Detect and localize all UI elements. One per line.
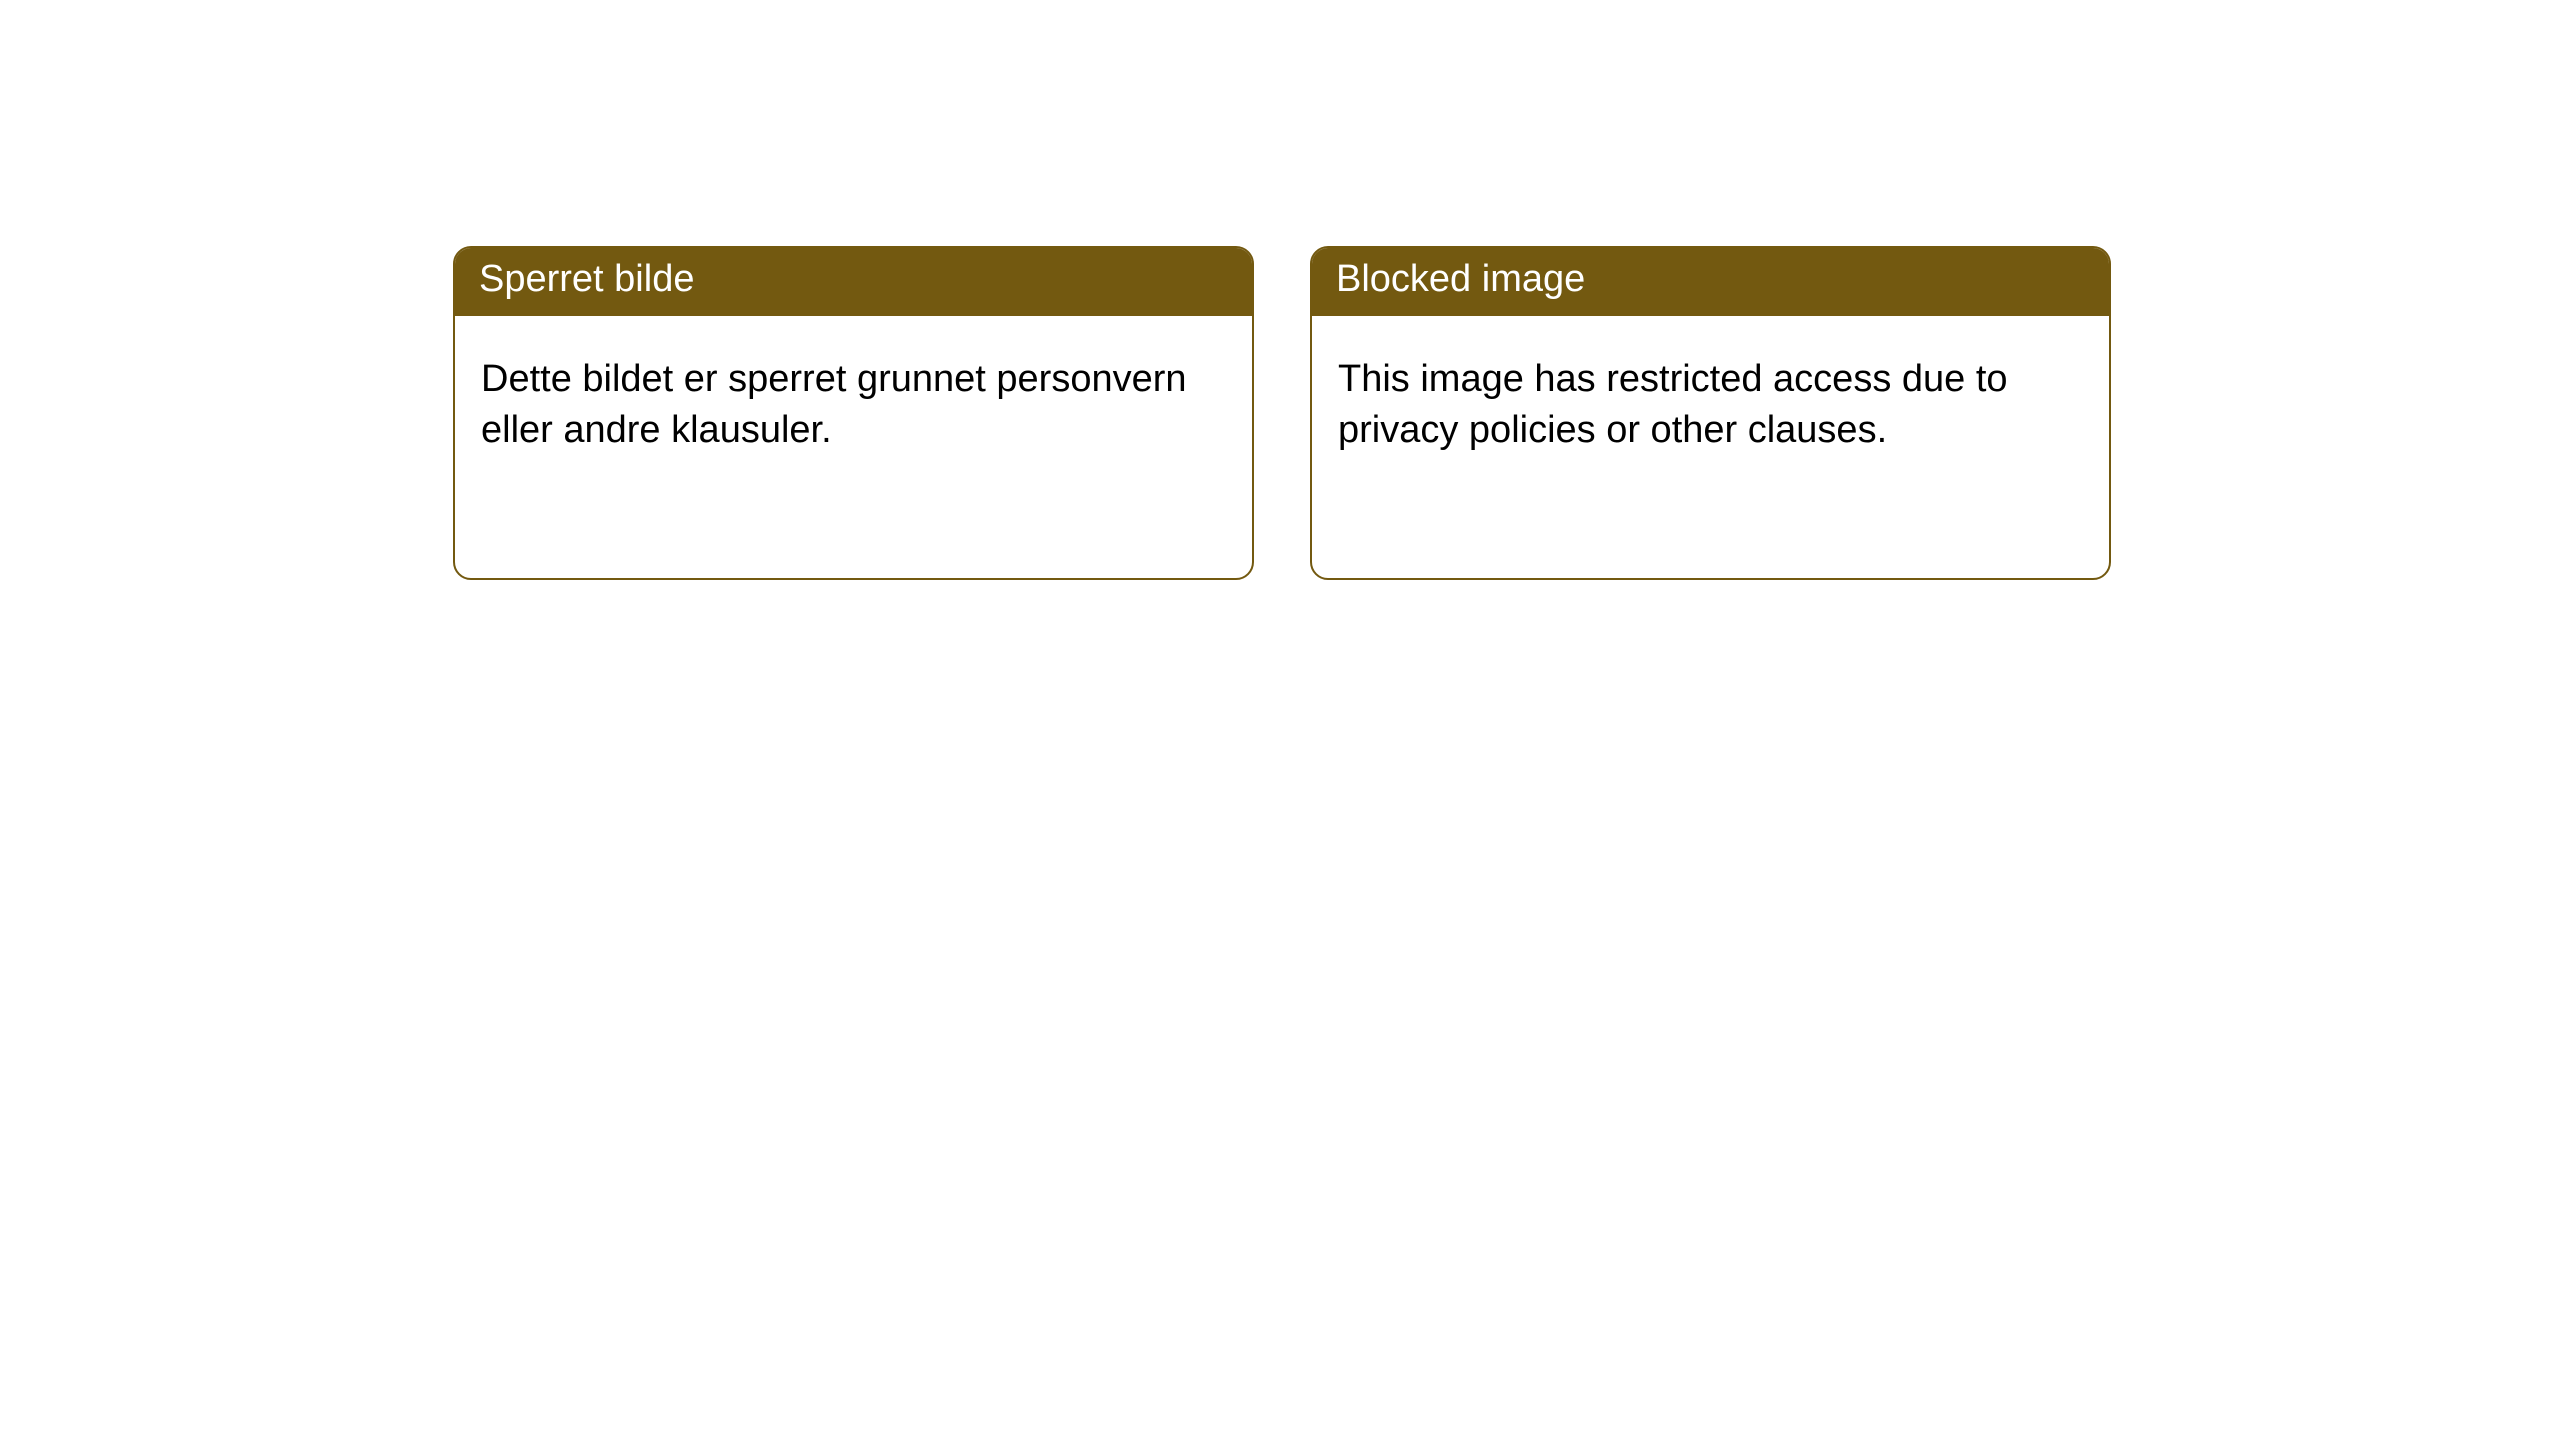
card-header-en: Blocked image [1312, 248, 2109, 316]
blocked-image-card-no: Sperret bilde Dette bildet er sperret gr… [453, 246, 1254, 580]
blocked-image-card-en: Blocked image This image has restricted … [1310, 246, 2111, 580]
card-body-no: Dette bildet er sperret grunnet personve… [455, 316, 1252, 495]
cards-container: Sperret bilde Dette bildet er sperret gr… [0, 0, 2560, 580]
card-header-no: Sperret bilde [455, 248, 1252, 316]
card-body-en: This image has restricted access due to … [1312, 316, 2109, 495]
